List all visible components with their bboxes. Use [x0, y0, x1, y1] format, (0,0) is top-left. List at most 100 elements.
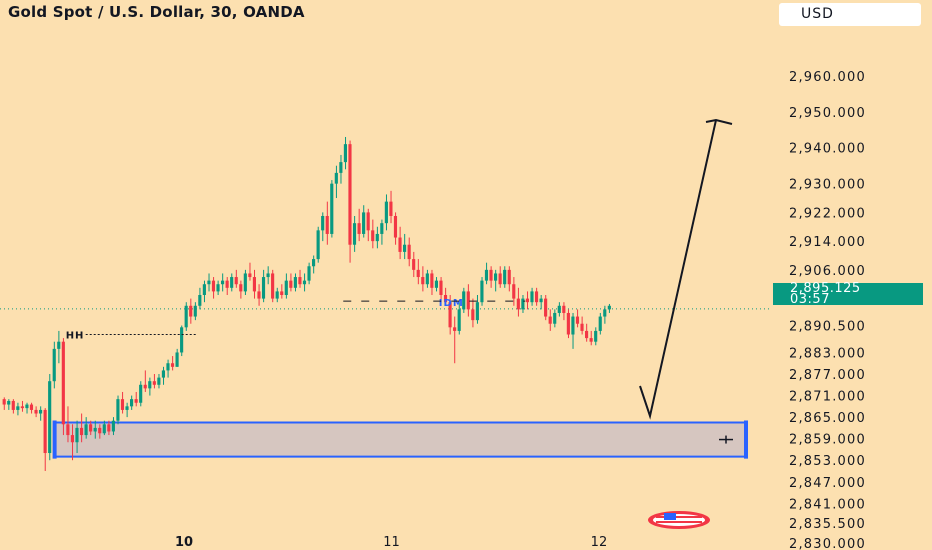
candle-body [443, 295, 448, 303]
candle-body [393, 215, 398, 238]
demand-zone-layer [52, 420, 748, 459]
candle [416, 259, 420, 285]
candle-body [580, 323, 584, 331]
candle-body [98, 427, 102, 434]
candle-body [362, 212, 366, 234]
candle-body [29, 404, 34, 410]
candle [289, 273, 293, 292]
candle [585, 323, 589, 342]
candle-body [93, 427, 97, 432]
candle-body [430, 273, 434, 288]
candle [75, 420, 79, 454]
candle-body [148, 381, 152, 389]
price-tick-label: 2,950.000 [789, 106, 866, 121]
time-tick-label: 11 [383, 535, 400, 550]
candle-body [202, 284, 206, 295]
candle-body [480, 280, 484, 303]
candle-body [512, 284, 516, 299]
candle-body [84, 424, 88, 436]
candle-body [143, 384, 147, 389]
candle [111, 417, 115, 436]
candle [102, 420, 106, 436]
candle [580, 316, 584, 335]
candle-body [216, 284, 220, 292]
price-tick-label: 2,841.000 [789, 497, 866, 512]
candle [407, 237, 411, 267]
candle-body [207, 280, 211, 285]
candle-body [170, 363, 175, 367]
zone-right-handle[interactable] [744, 420, 748, 459]
candle-body [571, 316, 575, 335]
candle-body [198, 295, 202, 306]
candle [152, 374, 156, 389]
candle [225, 277, 229, 295]
demand-zone[interactable] [53, 421, 748, 458]
candle [371, 219, 375, 249]
candle-body [66, 424, 70, 436]
price-tick-label: 2,865.000 [789, 411, 866, 426]
candle-body [11, 400, 15, 410]
price-tick-label: 2,906.000 [789, 264, 866, 279]
candle [57, 330, 61, 364]
candle [143, 370, 147, 392]
time-axis-layer: 10 11 12 [175, 535, 607, 550]
price-tick-label: 2,930.000 [789, 178, 866, 193]
candle [243, 269, 247, 295]
candle-body [120, 399, 125, 410]
candle [425, 269, 429, 288]
candle [98, 424, 102, 439]
candle-body [398, 237, 402, 252]
candle-body [421, 277, 425, 285]
projection-arrowhead [705, 118, 733, 125]
candle-body [330, 183, 334, 234]
candle [366, 208, 370, 242]
candle-body [293, 277, 297, 288]
candle [307, 262, 311, 285]
candle-body [298, 277, 302, 285]
candle-body [102, 424, 106, 434]
candle [403, 233, 407, 260]
candle-body [211, 280, 216, 292]
candle-body [284, 280, 288, 295]
candle [525, 291, 529, 310]
candle [462, 287, 466, 313]
candle-body [389, 201, 393, 216]
candle-body [439, 280, 443, 295]
candle [430, 269, 434, 295]
candle [207, 273, 211, 292]
candle-body [521, 298, 525, 310]
candle [166, 359, 170, 378]
candle-body [189, 305, 193, 317]
candle [43, 408, 47, 471]
candle-body [534, 291, 539, 303]
us-flag-icon[interactable] [648, 511, 710, 529]
candle [234, 269, 238, 288]
annotations-layer: HH IDM [66, 118, 733, 420]
candle-body [280, 291, 284, 295]
candle [93, 420, 97, 439]
candle-body [380, 223, 384, 234]
candle-body [384, 201, 388, 224]
candle [170, 356, 175, 371]
candle [29, 402, 34, 414]
projection-path[interactable] [639, 119, 717, 420]
candle-body [7, 400, 11, 405]
candle [539, 295, 543, 310]
candle [348, 140, 352, 263]
candle-body [607, 305, 611, 310]
candle-body [489, 269, 493, 281]
candle [448, 295, 452, 335]
last-price-tag: 2,895.125 03:57 [773, 282, 923, 306]
candle [480, 277, 484, 306]
candle [334, 165, 338, 199]
candle [352, 215, 357, 252]
candle [607, 303, 611, 313]
candle [280, 284, 284, 299]
candle-body [453, 327, 457, 331]
currency-button[interactable]: USD [779, 3, 921, 26]
candle-body [130, 399, 134, 407]
candle-body [553, 312, 557, 324]
zone-left-handle[interactable] [52, 420, 57, 459]
candle-body [52, 348, 56, 382]
